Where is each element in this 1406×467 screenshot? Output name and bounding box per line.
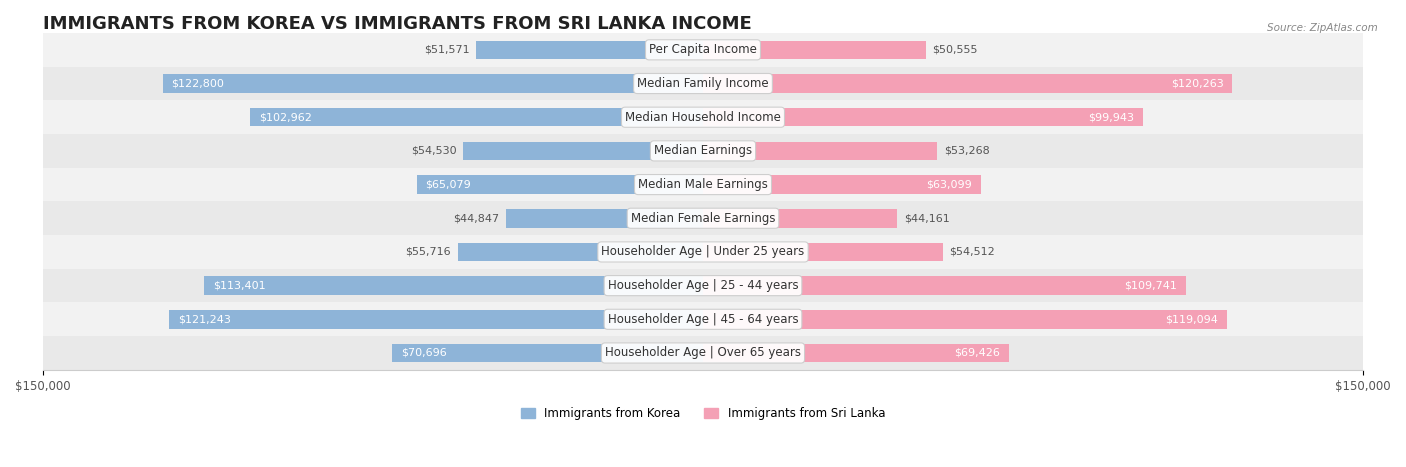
Bar bbox=[42, 269, 1364, 303]
Bar bbox=[42, 201, 1364, 235]
Bar bbox=[477, 41, 703, 59]
Text: $121,243: $121,243 bbox=[179, 314, 231, 324]
Bar bbox=[169, 310, 703, 329]
Text: Source: ZipAtlas.com: Source: ZipAtlas.com bbox=[1267, 23, 1378, 33]
Bar bbox=[703, 310, 1227, 329]
Text: $54,530: $54,530 bbox=[411, 146, 457, 156]
Text: $53,268: $53,268 bbox=[943, 146, 990, 156]
Bar bbox=[703, 276, 1187, 295]
Bar bbox=[703, 74, 1232, 93]
Text: Median Earnings: Median Earnings bbox=[654, 144, 752, 157]
Text: $102,962: $102,962 bbox=[259, 112, 312, 122]
Bar bbox=[42, 67, 1364, 100]
Text: $122,800: $122,800 bbox=[172, 78, 224, 89]
Text: $50,555: $50,555 bbox=[932, 45, 977, 55]
Bar bbox=[42, 235, 1364, 269]
Text: $70,696: $70,696 bbox=[401, 348, 446, 358]
Text: $44,847: $44,847 bbox=[453, 213, 499, 223]
Text: $54,512: $54,512 bbox=[949, 247, 995, 257]
Text: $69,426: $69,426 bbox=[953, 348, 1000, 358]
Text: $65,079: $65,079 bbox=[426, 180, 471, 190]
Bar bbox=[703, 209, 897, 227]
Text: IMMIGRANTS FROM KOREA VS IMMIGRANTS FROM SRI LANKA INCOME: IMMIGRANTS FROM KOREA VS IMMIGRANTS FROM… bbox=[42, 15, 752, 33]
Text: Householder Age | Over 65 years: Householder Age | Over 65 years bbox=[605, 347, 801, 360]
Text: Householder Age | 45 - 64 years: Householder Age | 45 - 64 years bbox=[607, 313, 799, 326]
Text: Median Household Income: Median Household Income bbox=[626, 111, 780, 124]
Text: $120,263: $120,263 bbox=[1171, 78, 1223, 89]
Bar bbox=[703, 344, 1008, 362]
Legend: Immigrants from Korea, Immigrants from Sri Lanka: Immigrants from Korea, Immigrants from S… bbox=[516, 402, 890, 425]
Text: $44,161: $44,161 bbox=[904, 213, 949, 223]
Bar bbox=[703, 108, 1143, 127]
Text: Median Male Earnings: Median Male Earnings bbox=[638, 178, 768, 191]
Bar bbox=[42, 168, 1364, 201]
Text: $113,401: $113,401 bbox=[212, 281, 266, 290]
Bar bbox=[204, 276, 703, 295]
Bar bbox=[42, 303, 1364, 336]
Text: Median Family Income: Median Family Income bbox=[637, 77, 769, 90]
Text: $109,741: $109,741 bbox=[1125, 281, 1177, 290]
Text: Householder Age | Under 25 years: Householder Age | Under 25 years bbox=[602, 246, 804, 258]
Text: Per Capita Income: Per Capita Income bbox=[650, 43, 756, 57]
Bar bbox=[42, 336, 1364, 370]
Bar bbox=[703, 41, 925, 59]
Bar bbox=[463, 142, 703, 160]
Bar bbox=[458, 243, 703, 261]
Bar bbox=[42, 134, 1364, 168]
Bar bbox=[42, 100, 1364, 134]
Text: $119,094: $119,094 bbox=[1166, 314, 1219, 324]
Text: Median Female Earnings: Median Female Earnings bbox=[631, 212, 775, 225]
Bar bbox=[250, 108, 703, 127]
Text: $63,099: $63,099 bbox=[927, 180, 972, 190]
Text: Householder Age | 25 - 44 years: Householder Age | 25 - 44 years bbox=[607, 279, 799, 292]
Text: $55,716: $55,716 bbox=[405, 247, 451, 257]
Bar bbox=[416, 175, 703, 194]
Bar bbox=[703, 142, 938, 160]
Text: $99,943: $99,943 bbox=[1088, 112, 1135, 122]
Bar bbox=[703, 243, 943, 261]
Bar bbox=[163, 74, 703, 93]
Bar bbox=[392, 344, 703, 362]
Bar bbox=[506, 209, 703, 227]
Text: $51,571: $51,571 bbox=[423, 45, 470, 55]
Bar bbox=[42, 33, 1364, 67]
Bar bbox=[703, 175, 981, 194]
